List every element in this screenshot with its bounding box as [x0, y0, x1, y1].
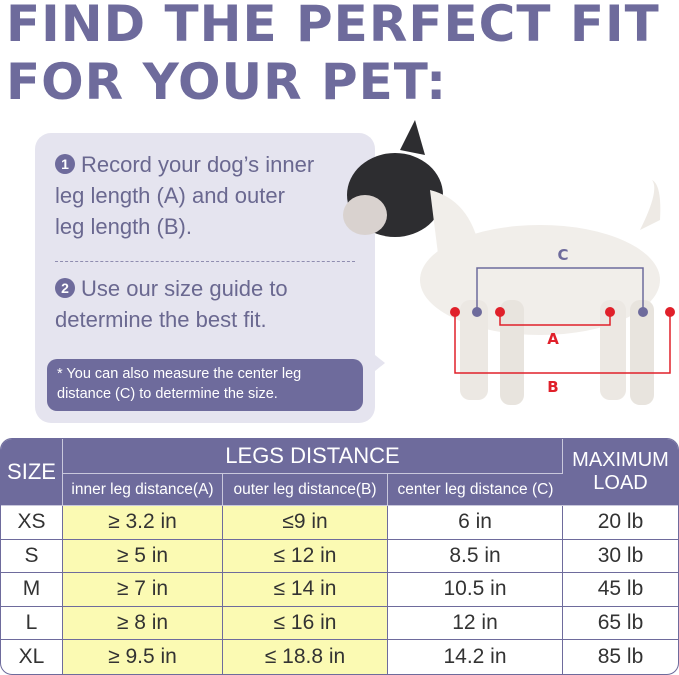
size-cell: XS: [1, 506, 63, 540]
inner-leg-cell: ≥ 5 in: [63, 539, 223, 573]
label-a: A: [547, 330, 559, 348]
bubble-tail: [375, 355, 385, 371]
size-header: SIZE: [1, 439, 63, 506]
column-header: outer leg distance(B): [223, 474, 388, 506]
table-row: XS ≥ 3.2 in ≤9 in 6 in 20 lb: [1, 506, 678, 540]
inner-leg-cell: ≥ 7 in: [63, 573, 223, 607]
size-cell: S: [1, 539, 63, 573]
dog-illustration: [343, 120, 661, 405]
center-leg-cell: 6 in: [388, 506, 563, 540]
table-row: L ≥ 8 in ≤ 16 in 12 in 65 lb: [1, 606, 678, 640]
step-2: 2 Use our size guide to determine the bes…: [55, 273, 288, 335]
size-cell: XL: [1, 640, 63, 674]
point: [665, 307, 675, 317]
step-number-1: 1: [55, 154, 75, 174]
table-row: M ≥ 7 in ≤ 14 in 10.5 in 45 lb: [1, 573, 678, 607]
outer-leg-cell: ≤ 18.8 in: [223, 640, 388, 674]
measure-b: B: [454, 312, 671, 396]
table-row: XL ≥ 9.5 in ≤ 18.8 in 14.2 in 85 lb: [1, 640, 678, 674]
note: * You can also measure the center leg di…: [47, 359, 363, 411]
max-load-header: MAXIMUM LOAD: [563, 439, 678, 506]
table-row: S ≥ 5 in ≤ 12 in 8.5 in 30 lb: [1, 539, 678, 573]
step-1-line: Record your dog’s inner: [81, 152, 315, 177]
instructions-bubble: 1 Record your dog’s inner leg length (A) …: [35, 133, 375, 423]
label-c: C: [557, 246, 568, 264]
inner-leg-cell: ≥ 9.5 in: [63, 640, 223, 674]
center-leg-cell: 10.5 in: [388, 573, 563, 607]
center-leg-cell: 12 in: [388, 606, 563, 640]
legs-distance-header: LEGS DISTANCE: [63, 439, 563, 474]
label-b: B: [547, 378, 558, 396]
size-table: SIZE LEGS DISTANCE MAXIMUM LOAD inner le…: [0, 438, 679, 675]
max-load-cell: 30 lb: [563, 540, 678, 573]
max-load-cell: 85 lb: [597, 644, 644, 668]
step-1: 1 Record your dog’s inner leg length (A) …: [55, 149, 314, 242]
title-line-2: FOR YOUR PET:: [6, 53, 448, 111]
outer-leg-cell: ≤ 14 in: [223, 573, 388, 607]
dog-measurement-diagram: C A B: [343, 120, 675, 405]
divider: [55, 261, 355, 262]
step-2-line: Use our size guide to: [81, 276, 288, 301]
size-cell: L: [1, 606, 63, 640]
column-header: center leg distance (C): [388, 474, 563, 506]
max-load-cell: 65 lb: [563, 607, 678, 640]
point: [605, 307, 615, 317]
step-number-2: 2: [55, 278, 75, 298]
title-line-1: FIND THE PERFECT FIT: [6, 0, 660, 53]
point: [495, 307, 505, 317]
center-leg-cell: 8.5 in: [388, 539, 563, 573]
max-load-cell: 45 lb: [563, 573, 678, 607]
max-load-cell: 20 lb: [563, 506, 678, 540]
point: [638, 307, 648, 317]
measure-c: C: [476, 246, 644, 312]
outer-leg-cell: ≤9 in: [223, 506, 388, 540]
center-leg-cell: 14.2 in: [388, 640, 563, 674]
column-header: inner leg distance(A): [63, 474, 223, 506]
outer-leg-cell: ≤ 12 in: [223, 539, 388, 573]
inner-leg-cell: ≥ 8 in: [63, 606, 223, 640]
step-1-line: leg length (A) and outer: [55, 183, 285, 208]
outer-leg-cell: ≤ 16 in: [223, 606, 388, 640]
point: [472, 307, 482, 317]
step-2-line: determine the best fit.: [55, 307, 267, 332]
inner-leg-cell: ≥ 3.2 in: [63, 506, 223, 540]
size-cell: M: [1, 573, 63, 607]
point: [450, 307, 460, 317]
step-1-line: leg length (B).: [55, 214, 192, 239]
measure-a: A: [499, 312, 611, 348]
